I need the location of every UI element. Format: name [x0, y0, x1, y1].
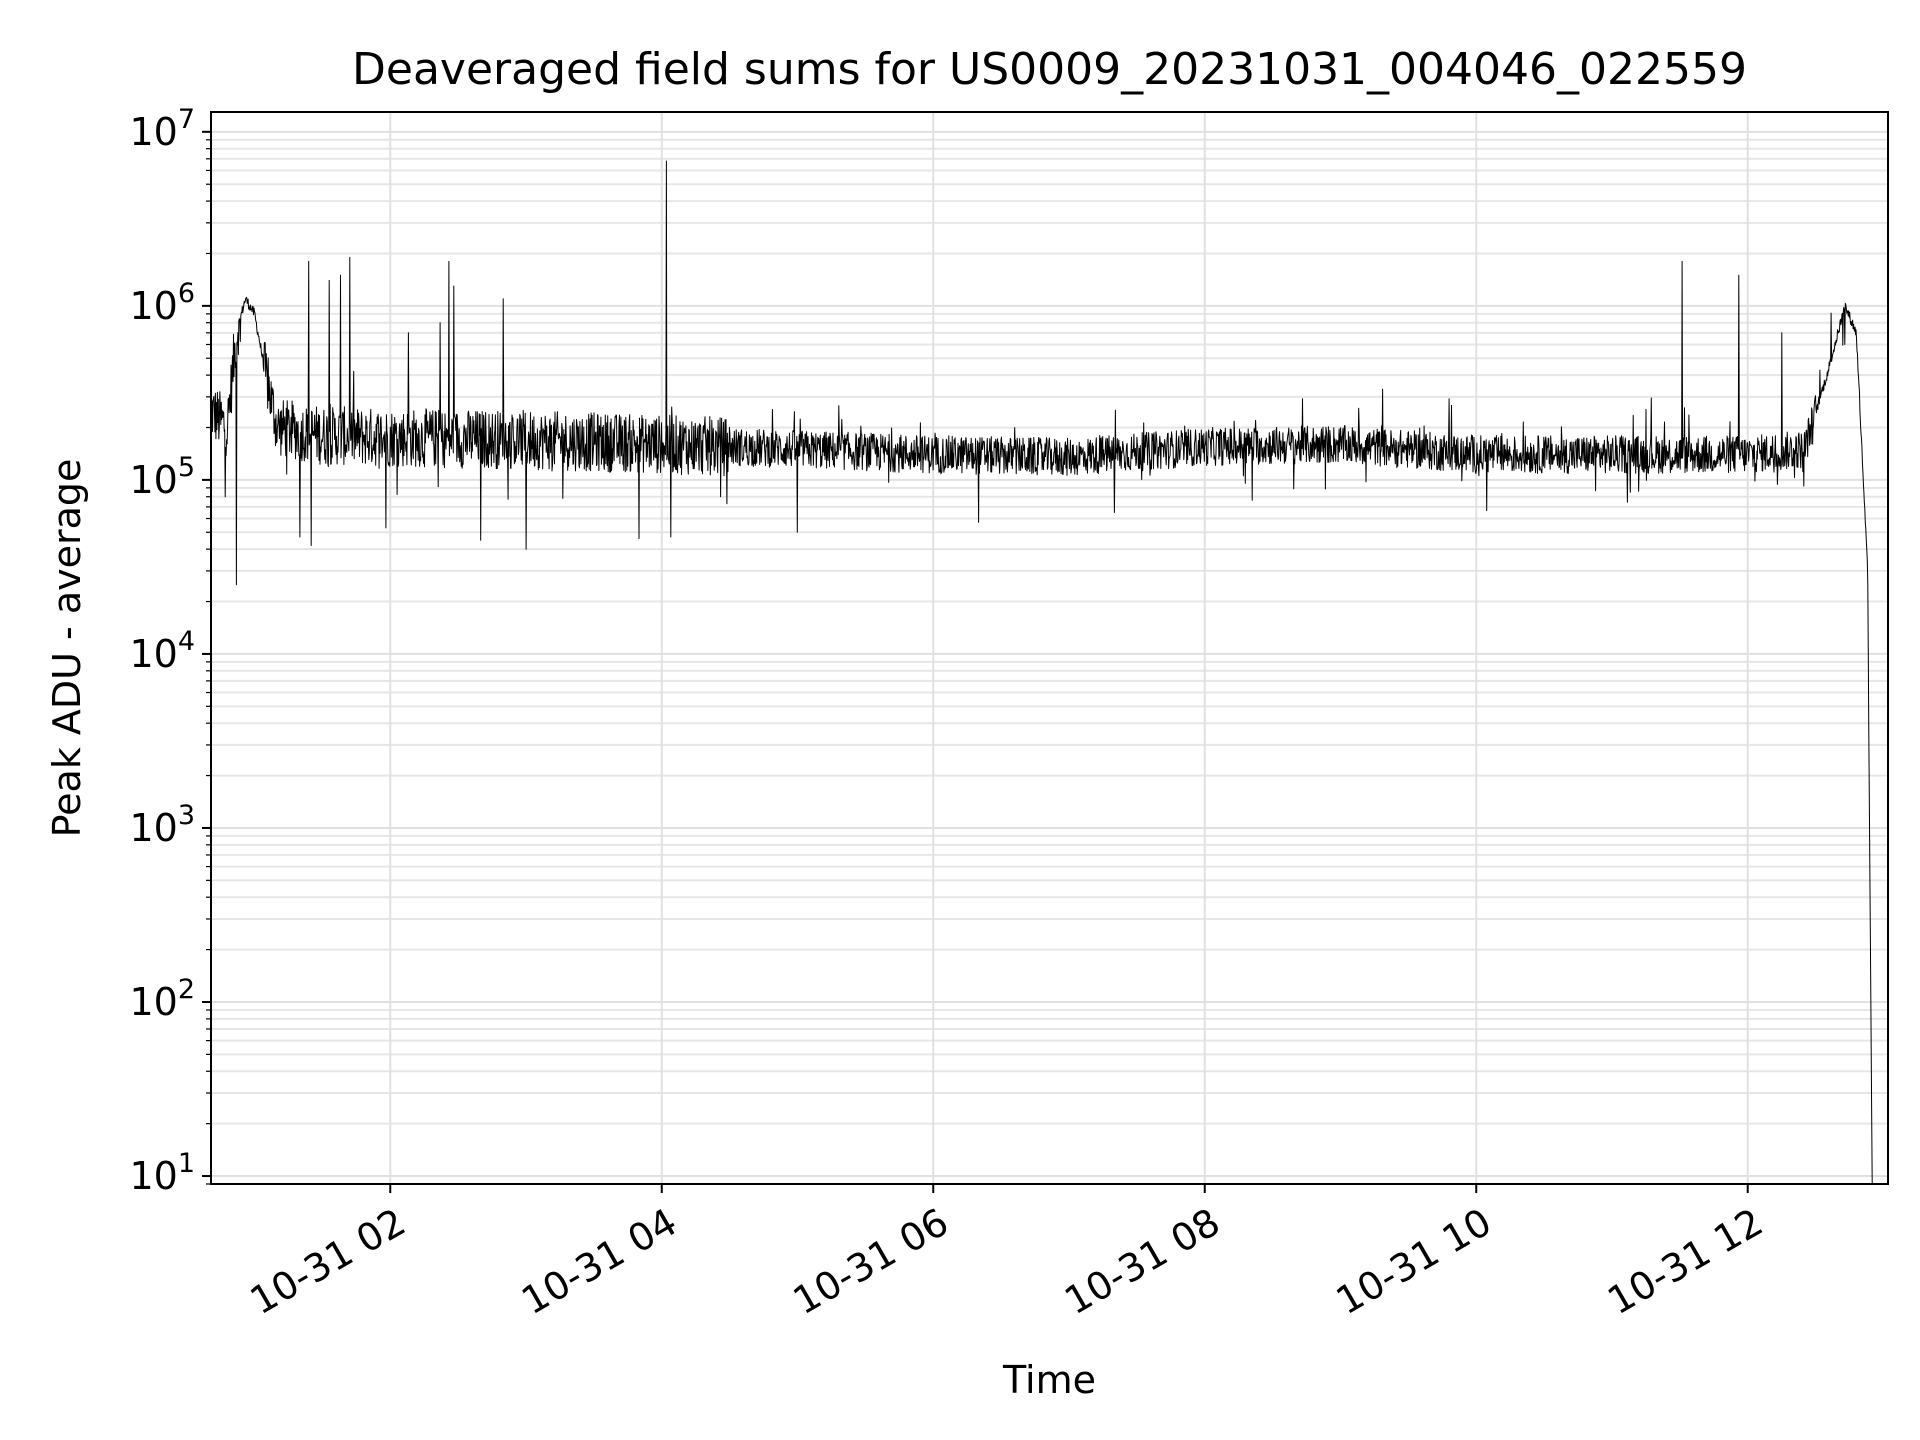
y-tick-label: 101	[129, 1148, 195, 1198]
chart-title: Deaveraged field sums for US0009_2023103…	[352, 44, 1747, 95]
y-tick-label: 102	[129, 974, 195, 1024]
grid-layer	[211, 112, 1888, 1185]
y-axis-label: Peak ADU - average	[45, 459, 89, 838]
series-0-line	[211, 160, 1873, 1184]
y-tick-label: 107	[129, 104, 195, 154]
x-axis-label: Time	[1002, 1358, 1096, 1402]
y-tick-label: 105	[129, 452, 195, 502]
y-tick-label: 104	[129, 626, 195, 676]
plot-frame	[210, 111, 1889, 1185]
y-tick-label: 103	[129, 800, 195, 850]
plot-data-group	[211, 160, 1873, 1184]
y-tick-label: 106	[129, 278, 195, 328]
